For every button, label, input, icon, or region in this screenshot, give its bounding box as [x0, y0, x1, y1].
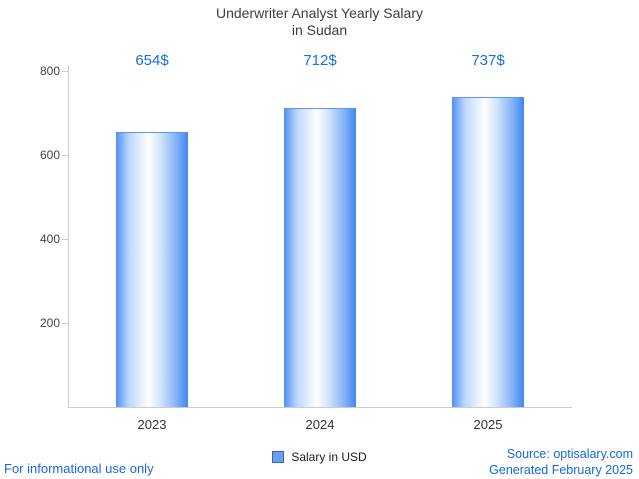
chart-title-line1: Underwriter Analyst Yearly Salary: [216, 5, 423, 21]
x-axis-label: 2024: [305, 417, 335, 432]
bar-value-label: 712$: [303, 52, 337, 69]
footer-disclaimer: For informational use only: [4, 461, 154, 476]
footer-source: Source: optisalary.com Generated Februar…: [489, 446, 633, 478]
bar-2024: [284, 107, 356, 407]
y-axis-line: [68, 66, 69, 408]
y-tick-mark: [62, 71, 68, 72]
y-tick-mark: [62, 323, 68, 324]
bar-value-label: 654$: [135, 52, 169, 69]
y-tick-label: 600: [39, 148, 60, 162]
y-tick-label: 400: [39, 232, 60, 246]
chart-title: Underwriter Analyst Yearly Salary in Sud…: [0, 5, 639, 39]
y-tick-mark: [62, 239, 68, 240]
bar-2023: [116, 132, 188, 407]
y-tick-label: 200: [39, 316, 60, 330]
bar-value-label: 737$: [471, 52, 505, 69]
x-axis-line: [68, 407, 572, 408]
x-axis-label: 2023: [137, 417, 167, 432]
bar-2025: [452, 97, 524, 407]
chart-title-line2: in Sudan: [291, 22, 348, 38]
legend-label: Salary in USD: [291, 450, 367, 464]
footer-generated-line: Generated February 2025: [489, 463, 633, 477]
y-tick-mark: [62, 155, 68, 156]
x-axis-label: 2025: [473, 417, 503, 432]
y-tick-label: 800: [39, 64, 60, 78]
legend-swatch-icon: [272, 451, 285, 463]
legend: Salary in USD: [0, 450, 639, 464]
footer-source-line: Source: optisalary.com: [506, 447, 633, 461]
